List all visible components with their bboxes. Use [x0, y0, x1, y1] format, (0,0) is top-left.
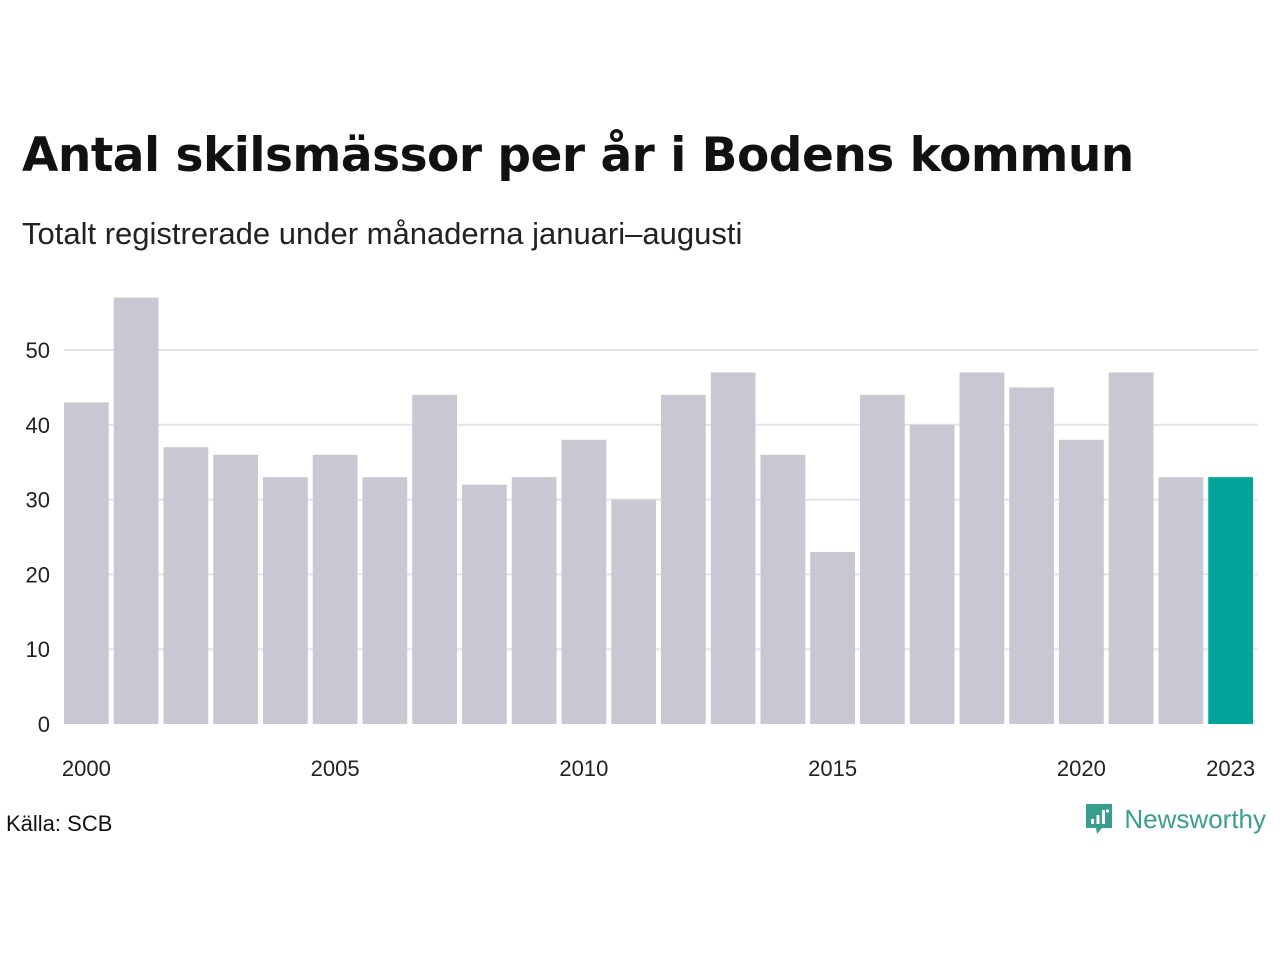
- bar-2021: [1108, 372, 1154, 724]
- x-tick-label: 2023: [1206, 756, 1255, 781]
- x-tick-label: 2010: [559, 756, 608, 781]
- bar-2007: [412, 394, 457, 724]
- y-tick-label: 10: [26, 637, 50, 662]
- y-tick-label: 30: [26, 488, 50, 513]
- bar-2015: [810, 551, 855, 724]
- brand-logo: Newsworthy: [1084, 802, 1266, 836]
- bar-2010: [561, 439, 607, 724]
- bar-2005: [312, 454, 358, 724]
- bar-2004: [263, 477, 308, 724]
- bar-2002: [163, 447, 209, 724]
- brand-name: Newsworthy: [1124, 803, 1266, 834]
- bar-2017: [909, 424, 955, 724]
- x-tick-label: 2005: [311, 756, 360, 781]
- bar-2001: [113, 297, 159, 724]
- y-tick-label: 40: [26, 413, 50, 438]
- bar-chart: 0 10 20 30 40 50 2000 2005 2010 2015 2020 2023: [26, 297, 1258, 781]
- bar-2006: [362, 477, 408, 724]
- bar-2014: [760, 454, 806, 724]
- bar-2023: [1208, 477, 1253, 724]
- bar-2022: [1158, 477, 1204, 724]
- newsworthy-logo-icon: [1086, 804, 1113, 834]
- y-axis: 0 10 20 30 40 50: [26, 338, 50, 737]
- bar-series: [64, 297, 1253, 724]
- y-tick-label: 50: [26, 338, 50, 363]
- chart-title: Antal skilsmässor per år i Bodens kommun: [22, 128, 1134, 183]
- x-tick-label: 2000: [62, 756, 111, 781]
- bar-2003: [213, 454, 258, 724]
- bar-2020: [1059, 439, 1104, 724]
- x-axis: 2000 2005 2010 2015 2020 2023: [62, 756, 1255, 781]
- bar-2011: [611, 499, 656, 724]
- y-tick-label: 20: [26, 562, 50, 587]
- bar-2013: [710, 372, 756, 724]
- chart-subtitle: Totalt registrerade under månaderna janu…: [22, 216, 743, 251]
- bar-2009: [511, 477, 557, 724]
- x-tick-label: 2020: [1057, 756, 1106, 781]
- source-note: Källa: SCB: [6, 811, 113, 836]
- y-tick-label: 0: [38, 712, 50, 737]
- bar-2019: [1009, 387, 1054, 724]
- x-tick-label: 2015: [808, 756, 857, 781]
- bar-2012: [661, 394, 706, 724]
- bar-2000: [64, 402, 109, 724]
- bar-2016: [860, 394, 905, 724]
- bar-2018: [959, 372, 1005, 724]
- bar-2008: [462, 484, 507, 724]
